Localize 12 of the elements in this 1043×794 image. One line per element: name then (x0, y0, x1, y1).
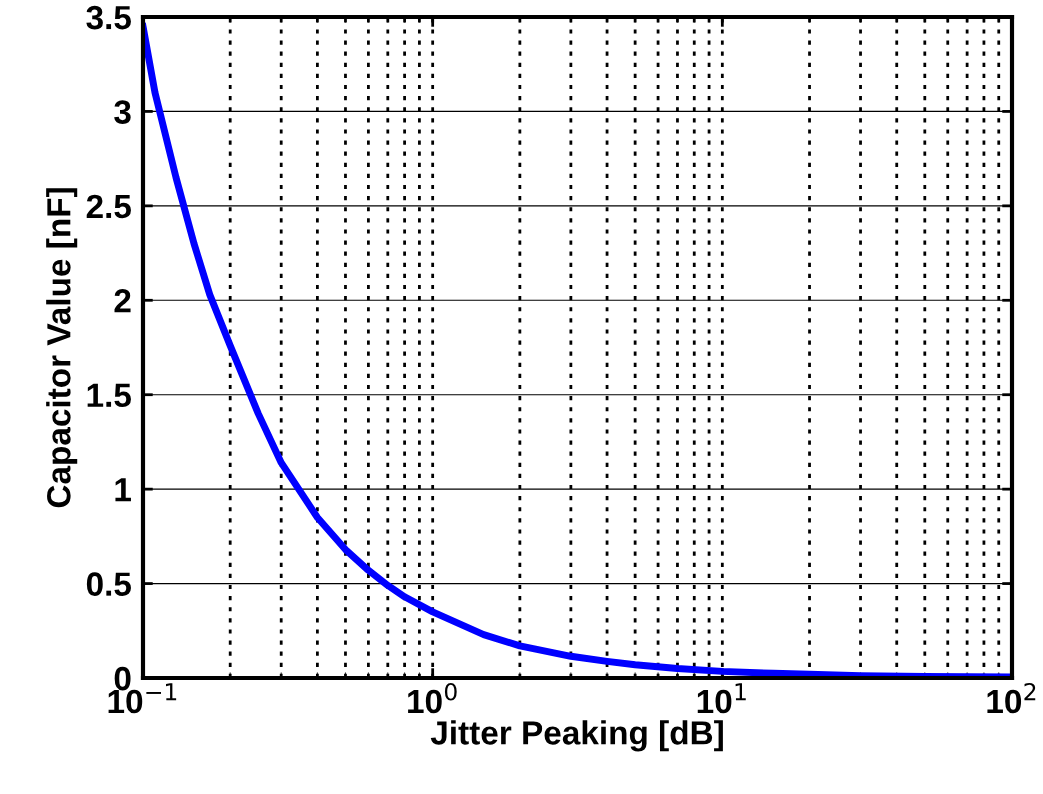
y-axis-title: Capacitor Value [nF] (46, 188, 78, 508)
x-tick-label: 10$^{1}$ (697, 683, 746, 714)
x-axis-title: Jitter Peaking [dB] (430, 720, 723, 752)
y-tick-label: 1 (115, 478, 131, 502)
y-tick-label: 1.5 (87, 383, 131, 408)
y-tick-label: 3 (114, 100, 131, 124)
x-tick-label: 10$^{0}$ (408, 682, 457, 714)
y-tick-label: 3.5 (86, 5, 131, 30)
y-tick-label: 2.5 (86, 194, 131, 219)
y-tick-label: 2 (114, 289, 131, 313)
y-tick-label: 0.5 (86, 572, 131, 596)
x-tick-label: 10$^{2}$ (987, 682, 1036, 714)
